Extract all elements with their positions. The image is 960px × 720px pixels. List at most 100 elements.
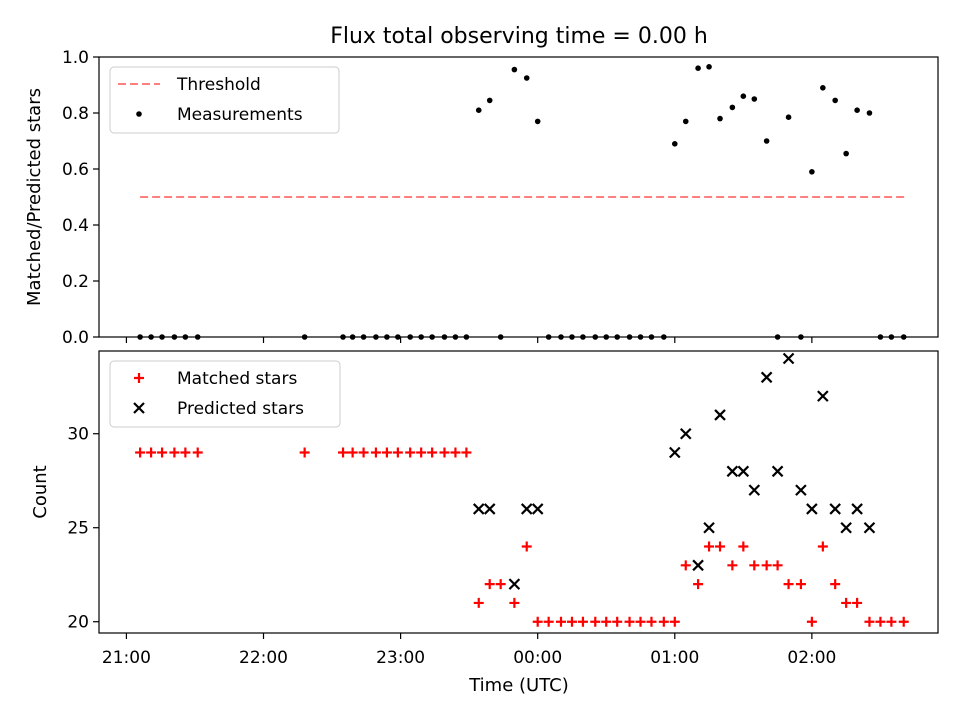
predicted-star-point [748, 484, 761, 496]
measurement-point [751, 96, 758, 102]
matched-star-point [473, 597, 484, 608]
legend-box [109, 66, 340, 134]
measurement-point [798, 334, 804, 340]
matched-star-point [601, 616, 612, 627]
predicted-star-point [863, 521, 876, 534]
matched-star-point [669, 616, 680, 627]
measurement-point [171, 334, 178, 340]
measurement-point [843, 150, 849, 157]
measurement-point [717, 115, 723, 122]
measurement-point [682, 118, 689, 125]
y-tick-label: 1.0 [62, 48, 89, 68]
x-tick-label: 02:00 [787, 648, 836, 668]
predicted-star-point [760, 371, 773, 384]
y-tick-label: 20 [67, 613, 89, 633]
predicted-star-point [472, 503, 485, 515]
matched-star-point [738, 541, 749, 552]
x-axis-label: Time (UTC) [468, 675, 569, 696]
measurement-point [340, 334, 346, 340]
measurement-point [349, 334, 356, 340]
measurement-point [194, 334, 201, 340]
matched-star-point [461, 447, 472, 458]
matched-star-point [772, 560, 783, 571]
matched-star-point [646, 616, 657, 627]
matched-star-point [864, 616, 875, 627]
x-tick-label: 22:00 [239, 648, 288, 668]
measurement-point [671, 141, 678, 147]
measurement-point [452, 334, 459, 340]
matched-star-point [795, 579, 806, 590]
legend-label: Threshold [176, 75, 261, 95]
measurement-point [695, 65, 701, 71]
matched-star-point [299, 447, 310, 458]
chart-title: Flux total observing time = 0.00 h [330, 24, 708, 49]
matched-star-point [439, 447, 450, 458]
predicted-star-point [782, 352, 795, 365]
matched-star-point [749, 560, 760, 571]
measurement-point [637, 334, 644, 340]
matched-star-point [761, 560, 772, 571]
matched-star-point [566, 616, 577, 627]
measurement-point [486, 97, 493, 104]
measurement-point [418, 334, 424, 340]
matched-star-point [704, 541, 715, 552]
matched-star-point [392, 447, 403, 458]
matched-star-point [169, 447, 180, 458]
matched-star-point [612, 616, 623, 627]
measurement-point [497, 334, 504, 340]
measurement-point [854, 107, 860, 113]
legend-label: Matched stars [177, 369, 297, 389]
predicted-star-point [679, 427, 692, 440]
measurement-point [626, 334, 633, 340]
legend-swatch [134, 373, 144, 383]
legend: Threshold Measurements [109, 66, 340, 134]
matched-star-point [192, 447, 203, 458]
legend: Matched stars Predicted stars [109, 360, 341, 428]
matched-star-point [416, 447, 427, 458]
matched-star-point [338, 447, 349, 458]
measurement-point [900, 334, 907, 340]
measurement-point [614, 334, 621, 340]
measurement-point [558, 334, 564, 340]
matched-star-point [635, 616, 646, 627]
measurement-point [534, 118, 541, 125]
measurement-point [301, 334, 308, 340]
y-tick-label: 30 [67, 425, 89, 445]
measurement-point [820, 85, 826, 91]
matched-star-point [157, 447, 168, 458]
y-tick-label: 0.2 [62, 272, 89, 292]
predicted-star-point [508, 578, 521, 590]
predicted-star-point [795, 484, 807, 496]
measurement-point [384, 334, 390, 340]
matched-star-point [532, 616, 543, 627]
measurement-point [373, 334, 379, 340]
predicted-star-point [669, 446, 681, 459]
measurement-point [866, 110, 873, 116]
legend-swatch [136, 111, 142, 117]
measurement-point [182, 334, 189, 340]
matched-star-point [405, 447, 416, 458]
matched-star-point [875, 616, 886, 627]
predicted-star-point [851, 503, 863, 515]
measurement-point [545, 334, 552, 340]
measurement-point [592, 334, 599, 340]
matched-star-point [381, 447, 392, 458]
matched-star-point [624, 616, 635, 627]
predicted-star-point [737, 465, 750, 478]
matched-star-point [727, 560, 738, 571]
measurement-point [523, 75, 530, 81]
measurement-point [429, 334, 435, 340]
matched-star-point [180, 447, 191, 458]
measurement-point [463, 334, 470, 340]
matched-star-point [783, 579, 794, 590]
measurement-point [809, 169, 815, 175]
bottom-panel: 20 25 30 21:00 22:00 23:00 00:00 01:00 02:00 Matc… [67, 350, 939, 668]
x-tick-label: 00:00 [513, 648, 562, 668]
predicted-star-point [714, 409, 726, 421]
matched-star-point [830, 579, 841, 590]
measurement-point [888, 334, 895, 340]
matched-star-point [680, 560, 691, 571]
y-tick-label: 0.0 [62, 328, 89, 348]
predicted-star-point [726, 465, 739, 478]
y-tick-label: 0.6 [62, 160, 89, 180]
